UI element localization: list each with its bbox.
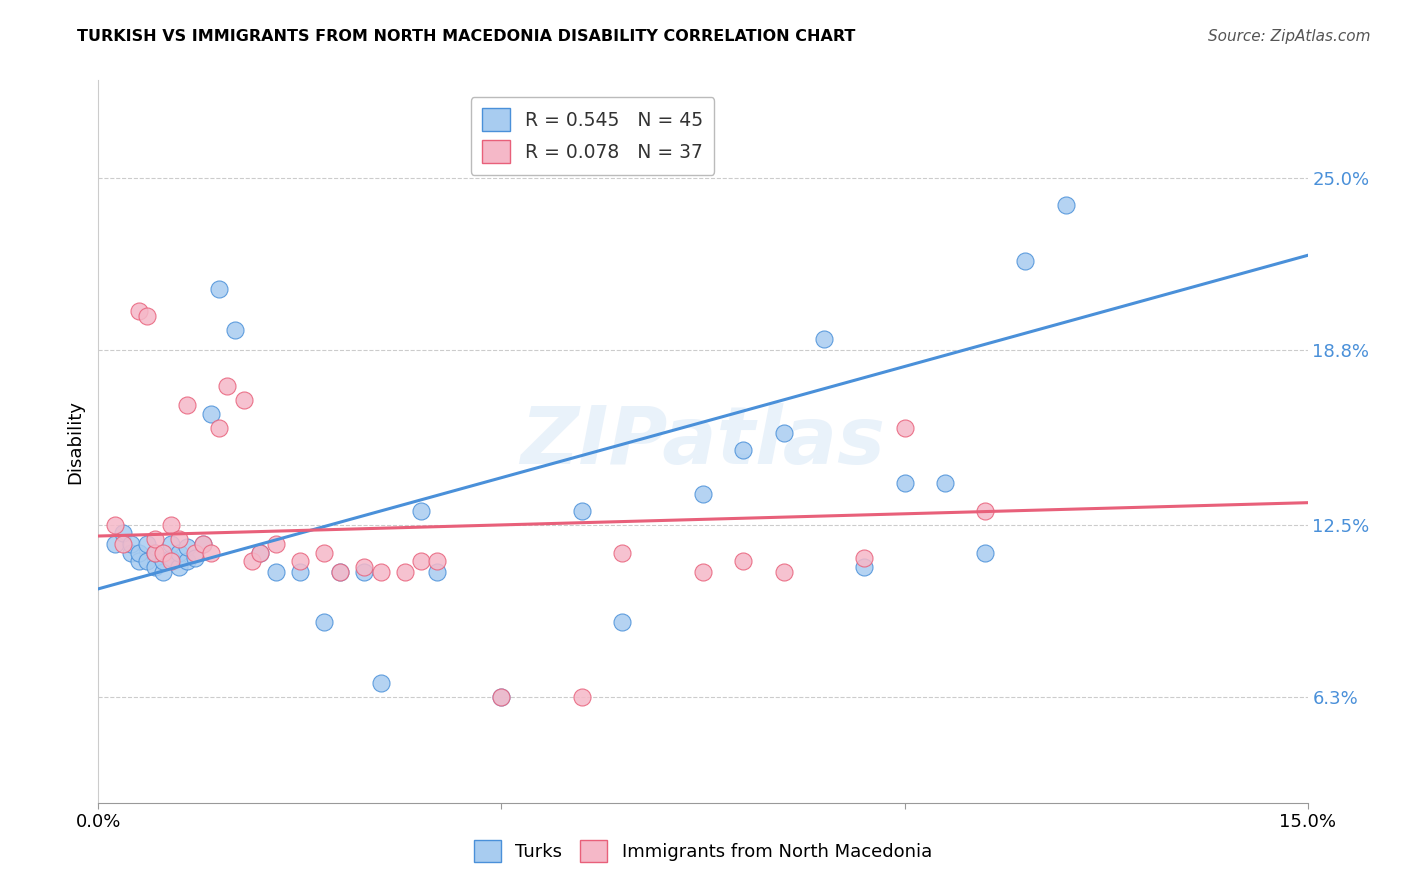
Point [160, 554, 183, 568]
Point [249, 546, 271, 560]
Point [893, 476, 915, 491]
Y-axis label: Disability: Disability [66, 400, 84, 483]
Point [152, 565, 174, 579]
Point [491, 690, 513, 705]
Point [394, 565, 416, 579]
Point [813, 332, 835, 346]
Legend: R = 0.545   N = 45, R = 0.078   N = 37: R = 0.545 N = 45, R = 0.078 N = 37 [471, 97, 714, 175]
Point [143, 532, 166, 546]
Point [135, 310, 157, 324]
Point [733, 554, 755, 568]
Point [208, 282, 231, 296]
Point [217, 379, 239, 393]
Point [224, 323, 246, 337]
Point [120, 537, 142, 551]
Point [193, 537, 215, 551]
Point [612, 546, 634, 560]
Point [103, 517, 125, 532]
Point [152, 546, 174, 560]
Text: Source: ZipAtlas.com: Source: ZipAtlas.com [1208, 29, 1371, 44]
Point [160, 517, 183, 532]
Point [128, 304, 150, 318]
Point [193, 537, 215, 551]
Point [853, 551, 876, 566]
Point [176, 554, 198, 568]
Point [111, 537, 134, 551]
Text: ZIPatlas: ZIPatlas [520, 402, 886, 481]
Point [772, 565, 794, 579]
Point [143, 559, 166, 574]
Point [692, 565, 714, 579]
Point [426, 565, 449, 579]
Point [612, 615, 634, 630]
Point [491, 690, 513, 705]
Point [974, 504, 997, 518]
Point [143, 546, 166, 560]
Point [167, 546, 190, 560]
Point [426, 554, 449, 568]
Point [772, 426, 794, 441]
Point [184, 551, 207, 566]
Point [353, 559, 375, 574]
Point [128, 546, 150, 560]
Point [571, 504, 593, 518]
Point [370, 565, 392, 579]
Point [200, 546, 222, 560]
Point [692, 487, 714, 501]
Point [111, 526, 134, 541]
Point [409, 504, 432, 518]
Point [103, 537, 125, 551]
Point [184, 546, 207, 560]
Text: TURKISH VS IMMIGRANTS FROM NORTH MACEDONIA DISABILITY CORRELATION CHART: TURKISH VS IMMIGRANTS FROM NORTH MACEDON… [77, 29, 856, 44]
Point [176, 540, 198, 554]
Point [409, 554, 432, 568]
Point [135, 554, 157, 568]
Point [143, 546, 166, 560]
Legend: Turks, Immigrants from North Macedonia: Turks, Immigrants from North Macedonia [467, 833, 939, 870]
Point [232, 392, 254, 407]
Point [329, 565, 352, 579]
Point [249, 546, 271, 560]
Point [120, 546, 142, 560]
Point [152, 554, 174, 568]
Point [733, 442, 755, 457]
Point [1014, 253, 1036, 268]
Point [160, 551, 183, 566]
Point [314, 615, 336, 630]
Point [135, 537, 157, 551]
Point [240, 554, 263, 568]
Point [1054, 198, 1077, 212]
Point [314, 546, 336, 560]
Point [353, 565, 375, 579]
Point [893, 420, 915, 434]
Point [200, 407, 222, 421]
Point [853, 559, 876, 574]
Point [264, 565, 287, 579]
Point [571, 690, 593, 705]
Point [160, 537, 183, 551]
Point [208, 420, 231, 434]
Point [934, 476, 956, 491]
Point [264, 537, 287, 551]
Point [329, 565, 352, 579]
Point [167, 532, 190, 546]
Point [288, 554, 311, 568]
Point [370, 676, 392, 690]
Point [128, 554, 150, 568]
Point [167, 559, 190, 574]
Point [176, 398, 198, 412]
Point [288, 565, 311, 579]
Point [974, 546, 997, 560]
